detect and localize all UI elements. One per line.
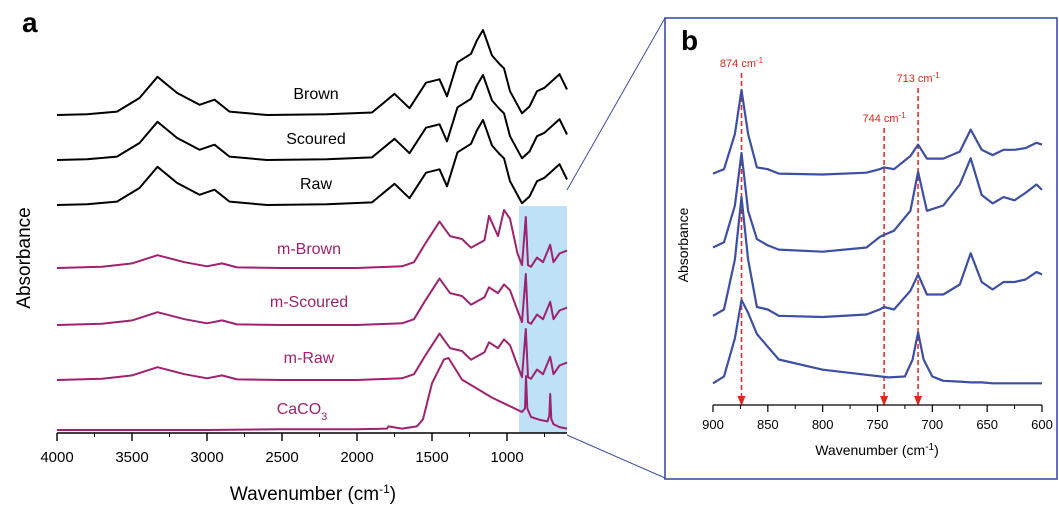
x-tick-label: 2000: [340, 449, 373, 466]
x-tick-label: 800: [812, 417, 834, 432]
panel-a: a Brown Scoured Raw m-Brown m-Scoured m-Raw Ca…: [14, 7, 568, 505]
y-axis-title: Absorbance: [14, 207, 35, 308]
x-axis-ticks: 4000 3500 3000 2500 2000 1500 1000: [40, 433, 545, 466]
annotation-label: 713 cm-1: [896, 71, 940, 86]
x-tick-label: 2500: [265, 449, 298, 466]
panel-b-traces: [712, 88, 1043, 385]
series-line: [712, 151, 1043, 253]
series-line: [56, 74, 568, 161]
series-line: [56, 29, 568, 116]
series-label: Raw: [300, 176, 332, 193]
annotation-arrow: [880, 396, 889, 406]
x-axis-title-b: Wavenumber (cm-1): [815, 442, 939, 459]
series-label: m-Scoured: [270, 294, 348, 311]
x-tick-label: 900: [702, 417, 724, 432]
panel-b-annotations: 874 cm-1 744 cm-1 713 cm-1: [720, 56, 940, 406]
panel-b-frame: [664, 17, 1058, 480]
x-tick-label: 1000: [490, 449, 523, 466]
annotation-label: 744 cm-1: [862, 111, 906, 126]
series-label: CaCO3: [277, 401, 328, 423]
panel-b: b 874 cm-1 744 cm-1 713 cm-1 900 850 800 750 7…: [664, 17, 1058, 480]
annotation-arrow: [737, 396, 746, 406]
x-axis-ticks-b: 900 850 800 750 700 650 600: [702, 405, 1053, 432]
x-tick-label: 3500: [115, 449, 148, 466]
annotation-arrow: [914, 396, 923, 406]
series-label: Scoured: [286, 131, 346, 148]
x-tick-label: 1500: [415, 449, 448, 466]
series-line: [57, 357, 568, 431]
zoom-connector-bottom: [566, 434, 666, 479]
panel-a-series-labels: Brown Scoured Raw m-Brown m-Scoured m-Raw CaCO…: [270, 86, 348, 423]
series-line: [56, 328, 568, 381]
x-tick-label: 3000: [190, 449, 223, 466]
series-line: [56, 273, 568, 326]
annotation-label: 874 cm-1: [720, 56, 764, 71]
series-line: [56, 209, 568, 269]
panel-a-traces: [56, 29, 568, 431]
x-tick-label: 850: [757, 417, 779, 432]
series-line: [56, 119, 568, 206]
x-tick-label: 4000: [40, 449, 73, 466]
series-line: [712, 298, 1042, 385]
zoom-connector-top: [566, 17, 666, 191]
x-tick-label: 600: [1031, 417, 1053, 432]
series-label: m-Raw: [284, 350, 335, 367]
x-tick-label: 700: [921, 417, 943, 432]
series-label: Brown: [293, 86, 338, 103]
y-axis-title-b: Absorbance: [675, 207, 691, 282]
panel-b-letter: b: [681, 25, 698, 56]
panel-a-letter: a: [22, 7, 38, 38]
series-line: [712, 195, 1043, 319]
x-axis-title: Wavenumber (cm-1): [230, 482, 396, 505]
x-tick-label: 650: [976, 417, 998, 432]
series-line: [712, 88, 1043, 176]
series-label: m-Brown: [277, 241, 341, 258]
x-tick-label: 750: [867, 417, 889, 432]
